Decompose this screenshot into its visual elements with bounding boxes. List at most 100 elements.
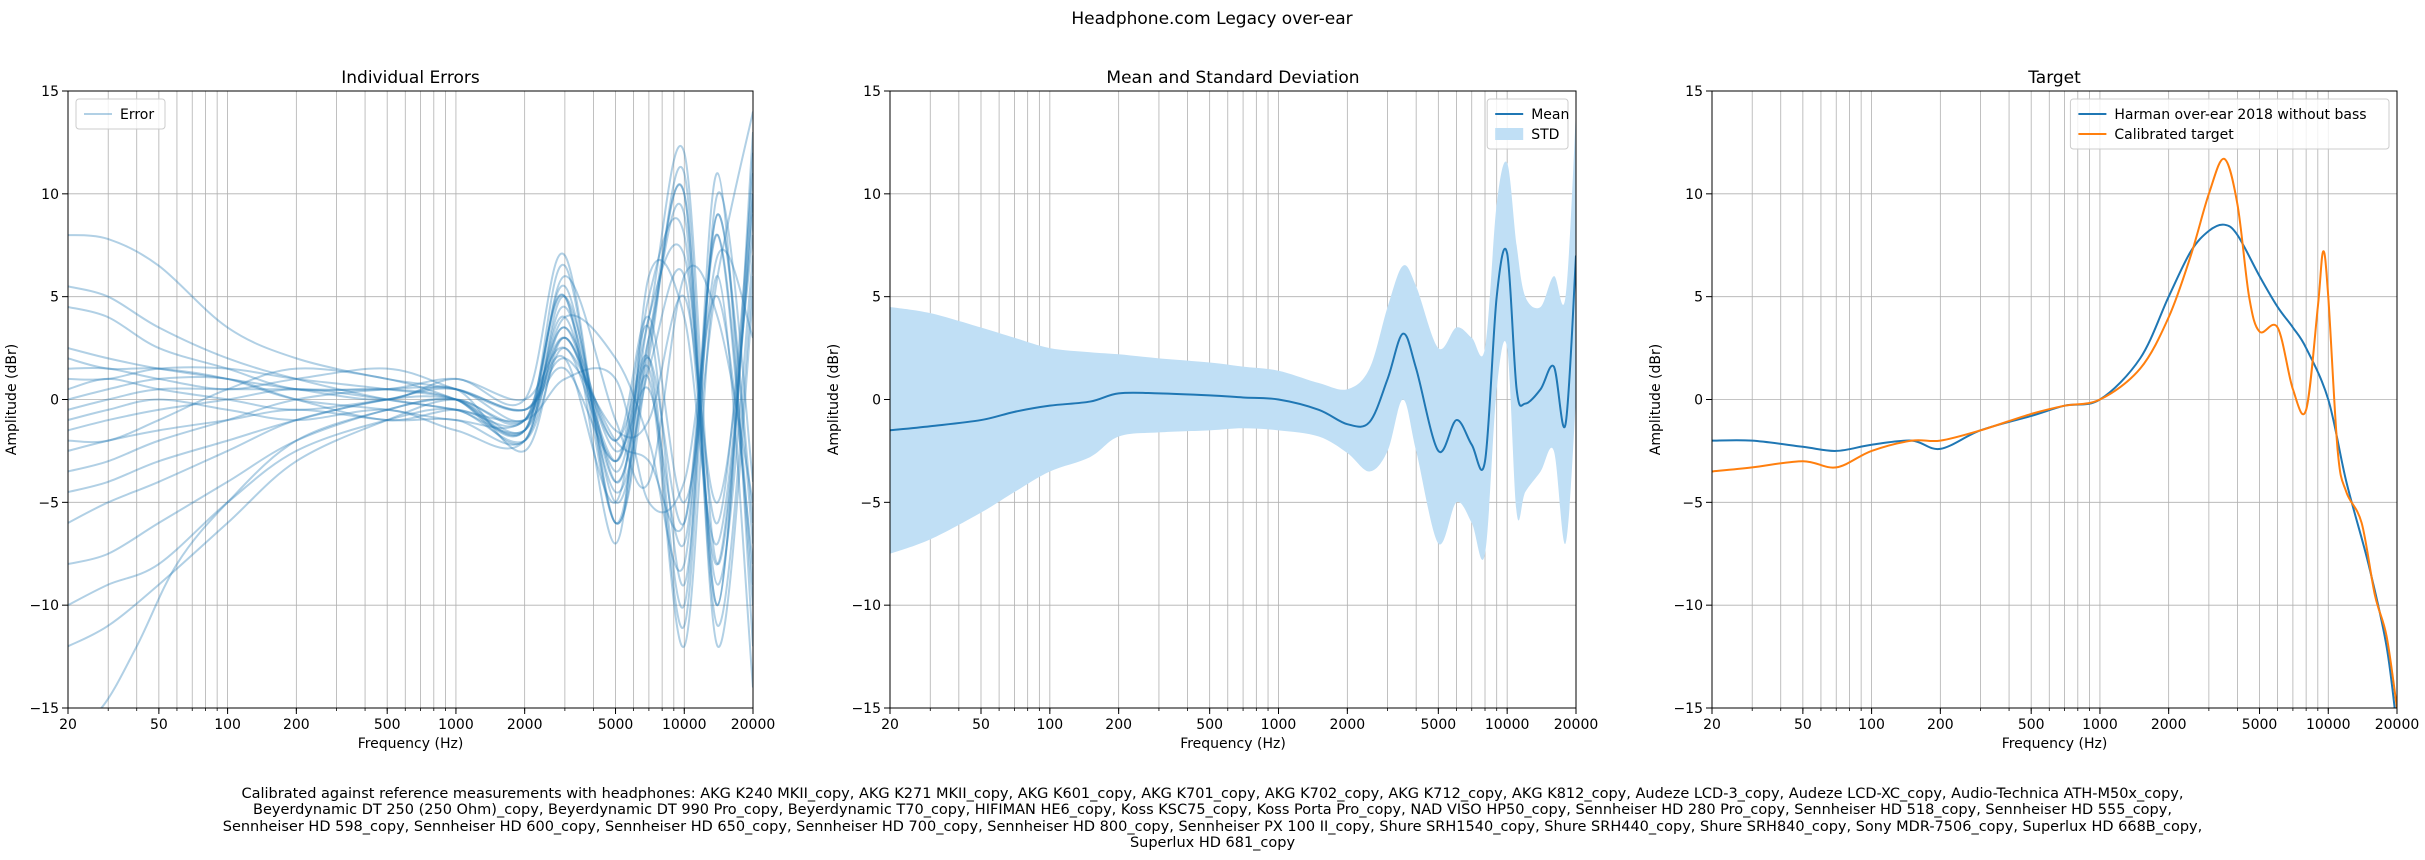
caption-line: Superlux HD 681_copy [1129,835,1296,852]
x-tick-label: 20000 [1554,717,1599,733]
x-tick-label: 1000 [1261,717,1297,733]
x-tick-label: 5000 [598,717,634,733]
error-line [99,111,753,708]
chart-title: Target [2027,68,2081,88]
x-tick-label: 50 [1794,717,1812,733]
y-tick-label: 0 [50,393,59,409]
x-axis-label: Frequency (Hz) [2002,736,2108,752]
mean-line [890,247,1576,471]
error-line [68,217,753,586]
x-tick-label: 10000 [1485,717,1530,733]
error-line [68,248,753,533]
x-tick-label: 500 [1196,717,1223,733]
y-tick-label: −5 [1682,495,1703,511]
error-line [68,202,753,627]
legend-box [2069,98,2390,150]
chart-target: 20 50 100 200 500 1000 2000 5000 10000 20000−15−1… [1648,68,2419,752]
y-tick-label: 5 [872,290,881,306]
y-axis-label: Amplitude (dBr) [826,344,842,455]
y-tick-label: 0 [1694,393,1703,409]
x-tick-label: 20000 [731,717,776,733]
y-tick-label: 10 [863,187,881,203]
error-line [68,183,753,648]
x-tick-label: 100 [214,717,241,733]
y-tick-label: 5 [1694,290,1703,306]
legend-label: Mean [1531,107,1569,123]
x-tick-label: 200 [1927,717,1954,733]
error-line [68,213,753,572]
y-tick-label: 10 [1685,187,1703,203]
x-tick-label: 10000 [2306,717,2351,733]
error-line [68,193,753,566]
series-line-calibrated-target [1712,157,2397,708]
x-tick-label: 100 [1036,717,1063,733]
x-tick-label: 2000 [507,717,543,733]
x-tick-label: 50 [150,717,168,733]
figure-title: Headphone.com Legacy over-ear [1071,9,1352,29]
y-axis-label: Amplitude (dBr) [1648,344,1664,455]
y-tick-label: 0 [872,393,881,409]
error-line [68,295,753,565]
x-tick-label: 500 [374,717,401,733]
x-tick-label: 500 [2018,717,2045,733]
y-axis-label: Amplitude (dBr) [4,344,20,455]
error-line [68,132,753,648]
x-axis-label: Frequency (Hz) [358,736,464,752]
x-tick-label: 1000 [2082,717,2118,733]
legend-label: Error [120,107,154,123]
legend: Mean STD [1486,98,1569,150]
x-tick-label: 1000 [438,717,474,733]
y-tick-label: −15 [1673,701,1703,717]
x-tick-label: 10000 [662,717,707,733]
error-line [68,173,753,524]
legend: Error [75,98,166,130]
x-tick-label: 2000 [1330,717,1366,733]
y-tick-label: −5 [860,495,881,511]
error-line [68,213,753,607]
caption-line: Sennheiser HD 598_copy, Sennheiser HD 60… [222,818,2203,835]
legend-label: Calibrated target [2114,127,2234,143]
x-tick-label: 100 [1858,717,1885,733]
y-tick-label: −10 [29,598,59,614]
x-tick-label: 200 [1105,717,1132,733]
x-tick-label: 20 [59,717,77,733]
x-tick-label: 2000 [2151,717,2187,733]
x-tick-label: 5000 [2242,717,2278,733]
calibration-caption: Calibrated against reference measurement… [0,786,2425,852]
x-tick-label: 200 [283,717,310,733]
y-tick-label: 15 [863,84,881,100]
series-line-harman-over-ear-2018-without-bass [1712,223,2396,708]
legend-box [75,98,166,130]
error-line [68,233,753,606]
x-tick-label: 20000 [2375,717,2420,733]
legend: Harman over-ear 2018 without bass Calibra… [2069,98,2390,150]
legend-swatch [1495,128,1524,140]
y-tick-label: 15 [1685,84,1703,100]
y-tick-label: −15 [851,701,881,717]
y-tick-label: 10 [41,187,59,203]
chart-title: Individual Errors [341,68,480,88]
x-axis-label: Frequency (Hz) [1180,736,1286,752]
error-line [68,191,753,629]
x-tick-label: 20 [881,717,899,733]
y-tick-label: −10 [1673,598,1703,614]
chart-title: Mean and Standard Deviation [1106,68,1359,88]
caption-line: Beyerdynamic DT 250 (250 Ohm)_copy, Beye… [253,802,2172,819]
error-line [68,233,753,585]
error-line [68,234,753,504]
std-band [890,111,1576,560]
y-tick-label: −10 [851,598,881,614]
y-tick-label: −5 [38,495,59,511]
error-line [68,264,753,503]
legend-label: Harman over-ear 2018 without bass [2114,107,2366,123]
chart-mean-std: 20 50 100 200 500 1000 2000 5000 10000 20000−15−1… [826,68,1598,752]
error-line [68,275,753,688]
error-line [68,214,753,546]
caption-line: Calibrated against reference measurement… [241,786,2184,802]
y-tick-label: 15 [41,84,59,100]
x-tick-label: 50 [972,717,990,733]
y-tick-label: −15 [29,701,59,717]
x-tick-label: 5000 [1421,717,1457,733]
chart-individual-errors: 20 50 100 200 500 1000 2000 5000 10000 20000−15−1… [4,68,775,752]
